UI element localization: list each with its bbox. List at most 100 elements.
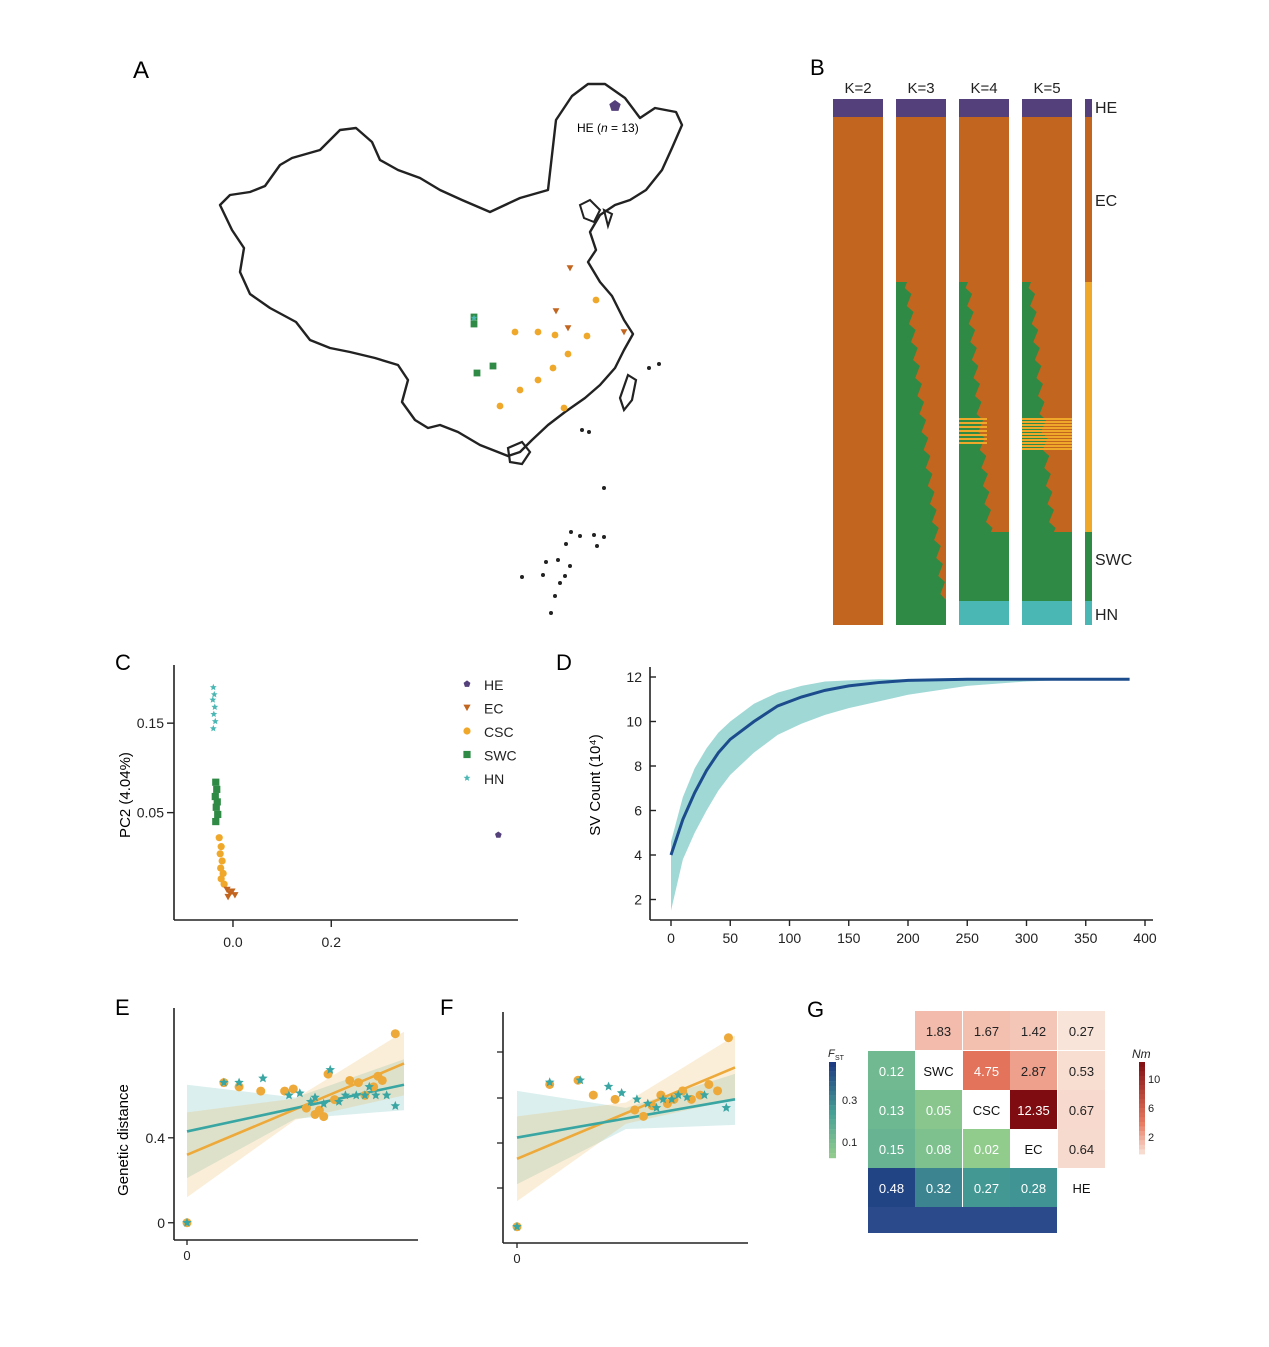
group-sidebar-segment	[1085, 532, 1092, 601]
pca-point-ec	[231, 892, 239, 899]
legend-label-csc: CSC	[484, 724, 514, 740]
nm-cell-value: 0.27	[1069, 1024, 1094, 1039]
admix-csc-stripe	[959, 430, 987, 432]
fst-legend-swatch	[829, 1105, 836, 1111]
map-sample-hn	[470, 314, 478, 321]
e-plot-area: 00.40	[146, 1029, 405, 1263]
fst-legend-swatch	[829, 1086, 836, 1091]
fst-cell-value: 0.12	[879, 1064, 904, 1079]
panel-c-label: C	[115, 650, 131, 675]
admix-swc-block	[1022, 532, 1072, 602]
teal-star-point	[381, 1090, 392, 1100]
teal-star-point	[360, 1090, 370, 1100]
orange-point	[390, 1029, 400, 1039]
y-tick-label: 0	[157, 1215, 165, 1231]
pca-y-axis-label: PC2 (4.04%)	[117, 752, 134, 838]
admix-hn-segment	[959, 601, 1009, 625]
legend-marker-hn	[463, 774, 471, 781]
diagonal-cell	[915, 1051, 962, 1090]
teal-star-point	[721, 1102, 731, 1112]
nm-legend-swatch	[1139, 1140, 1145, 1146]
pca-x-tick-label: 0.2	[322, 934, 342, 950]
nm-cell-value: 2.87	[1021, 1064, 1046, 1079]
sv-y-tick-label: 2	[634, 892, 642, 908]
pca-point-hn	[210, 690, 218, 698]
pca-point-swc	[212, 778, 220, 786]
fst-cell	[915, 1129, 962, 1168]
bohai-outline	[578, 198, 614, 230]
fst-legend-swatch	[829, 1076, 836, 1082]
nm-legend-swatch	[1139, 1126, 1145, 1132]
k-label: K=3	[907, 80, 934, 97]
teal-star-point	[699, 1090, 710, 1100]
panel-d: D SV Count (10⁴) 0 50 100 150 200 250 300 350 40…	[556, 650, 1157, 946]
fst-legend-swatch	[829, 1129, 836, 1135]
teal-star-point	[234, 1077, 244, 1087]
sv-x-tick-label: 400	[1133, 930, 1157, 946]
teal-star-point	[258, 1073, 268, 1083]
fst-cell	[868, 1129, 915, 1168]
pca-x-tick-label: 0.0	[223, 934, 243, 950]
fst-legend-swatch	[829, 1090, 836, 1096]
orange-point	[353, 1078, 363, 1088]
nm-legend-swatch	[1139, 1080, 1145, 1086]
fst-legend-swatch	[829, 1148, 836, 1154]
fst-legend-swatch	[829, 1143, 836, 1149]
fst-legend-subscript: ST	[835, 1055, 845, 1062]
sv-x-tick-label: 100	[778, 930, 802, 946]
admixture-bars	[833, 99, 1072, 625]
fst-cell-value: 0.27	[974, 1181, 999, 1196]
nm-cell	[1010, 1090, 1057, 1129]
nm-cell	[1010, 1011, 1057, 1050]
fst-legend-swatch	[829, 1100, 836, 1106]
admix-swc-block	[959, 532, 1009, 602]
nm-legend-swatch	[1139, 1071, 1145, 1077]
fst-cell-value: 0.13	[879, 1103, 904, 1118]
teal-star-point	[325, 1064, 335, 1074]
fst-cell	[915, 1090, 962, 1129]
teal-fit-ci-band	[517, 1073, 735, 1185]
nm-legend-swatch	[1139, 1108, 1145, 1113]
sv-x-tick-label: 200	[896, 930, 920, 946]
fst-legend-swatch	[829, 1071, 836, 1077]
pca-legend: HE EC CSC SWC HN	[463, 677, 517, 787]
legend-marker-csc	[463, 727, 471, 735]
admix-csc-stripe	[959, 418, 987, 420]
heatmap-legends: F ST 0.3 0.1 Nm 10 6 2	[828, 1047, 1160, 1159]
china-map-outline	[218, 82, 684, 458]
panel-g: G 1.83 1.67 1.42 0.270.12 SWC 4.75 2.87 0.530.1…	[807, 997, 1160, 1233]
orange-point	[377, 1075, 387, 1085]
legend-marker-ec	[463, 704, 471, 712]
orange-point	[630, 1105, 640, 1115]
nm-cell	[1058, 1090, 1105, 1129]
map-sample-swc	[473, 369, 481, 377]
teal-star-point	[651, 1102, 662, 1112]
nm-legend-swatch	[1139, 1075, 1145, 1081]
panel-f-label: F	[440, 995, 453, 1020]
fst-legend-swatch	[829, 1110, 836, 1115]
fst-cell	[915, 1168, 962, 1207]
fst-legend-swatch	[829, 1124, 836, 1130]
nm-cell-value: 0.67	[1069, 1103, 1094, 1118]
admix-csc-stripe	[1022, 445, 1072, 447]
teal-star-point	[295, 1088, 305, 1098]
map-sample-swc	[489, 362, 497, 370]
teal-star-point	[219, 1077, 229, 1087]
teal-star-point	[575, 1075, 585, 1085]
pca-point-swc	[213, 785, 221, 793]
nm-cell	[1058, 1051, 1105, 1090]
admix-csc-stripe	[1022, 442, 1072, 444]
map-sample-csc	[511, 328, 519, 336]
nm-legend-swatch	[1139, 1089, 1145, 1095]
panel-e: E Genetic distance 00.40	[115, 995, 418, 1263]
nm-cell	[1010, 1051, 1057, 1090]
admix-csc-stripe	[959, 442, 987, 444]
south-china-sea-islands	[520, 362, 661, 615]
orange-point	[301, 1103, 311, 1113]
pca-point-swc	[214, 810, 222, 819]
fst-cell	[963, 1129, 1010, 1168]
pca-point-hn	[209, 683, 217, 691]
y-tick-label: 0.4	[146, 1130, 166, 1146]
sv-x-tick-label: 150	[837, 930, 861, 946]
nm-cell	[963, 1051, 1010, 1090]
